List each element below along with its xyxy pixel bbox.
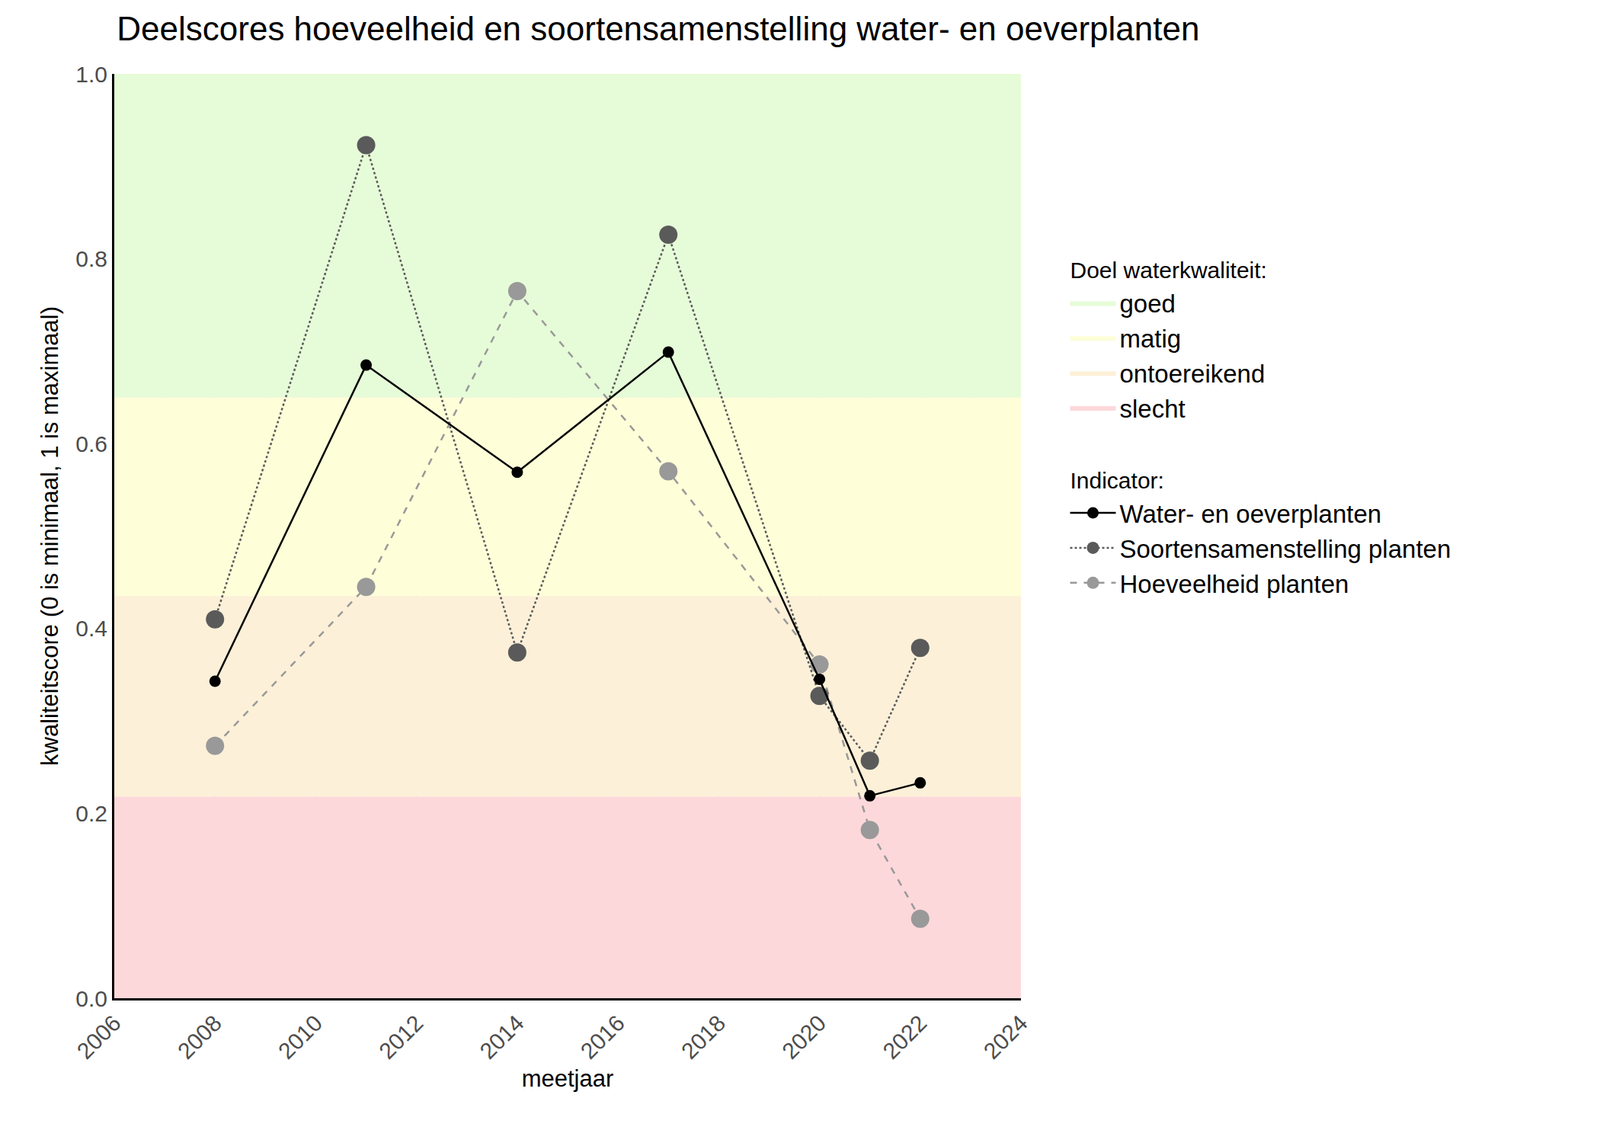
svg-text:Doel waterkwaliteit:: Doel waterkwaliteit: (1070, 257, 1268, 283)
svg-text:2012: 2012 (374, 1010, 429, 1065)
svg-text:0.2: 0.2 (75, 800, 108, 826)
svg-text:Water- en oeverplanten: Water- en oeverplanten (1120, 499, 1383, 528)
svg-text:2024: 2024 (978, 1010, 1033, 1065)
svg-text:2016: 2016 (575, 1010, 630, 1065)
svg-text:slecht: slecht (1120, 394, 1186, 423)
svg-text:2022: 2022 (877, 1010, 932, 1065)
svg-text:1.0: 1.0 (75, 61, 108, 87)
svg-text:2020: 2020 (777, 1010, 832, 1065)
svg-text:0.0: 0.0 (75, 985, 108, 1012)
svg-text:matig: matig (1120, 324, 1182, 353)
svg-text:Indicator:: Indicator: (1070, 467, 1165, 493)
svg-text:0.4: 0.4 (75, 615, 108, 641)
svg-text:2006: 2006 (71, 1010, 126, 1065)
svg-text:Hoeveelheid planten: Hoeveelheid planten (1120, 569, 1350, 599)
svg-text:2010: 2010 (273, 1010, 328, 1065)
svg-text:Soortensamenstelling planten: Soortensamenstelling planten (1120, 534, 1452, 564)
svg-text:0.6: 0.6 (75, 431, 108, 457)
svg-text:ontoereikend: ontoereikend (1120, 359, 1266, 388)
svg-text:2008: 2008 (172, 1010, 228, 1065)
svg-text:2014: 2014 (474, 1010, 529, 1065)
svg-text:0.8: 0.8 (75, 246, 108, 272)
svg-text:2018: 2018 (676, 1010, 731, 1065)
svg-text:goed: goed (1120, 289, 1176, 318)
svg-text:meetjaar: meetjaar (521, 1065, 615, 1092)
svg-text:kwaliteitscore (0 is minimaal,: kwaliteitscore (0 is minimaal, 1 is maxi… (36, 306, 64, 766)
svg-text:Deelscores hoeveelheid en soor: Deelscores hoeveelheid en soortensamenst… (116, 9, 1200, 48)
